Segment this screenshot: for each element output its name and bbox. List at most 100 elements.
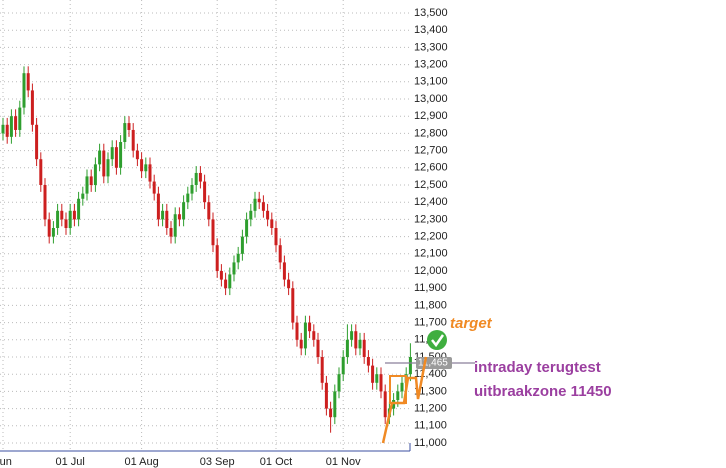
candle-body [165,210,169,228]
annotation: uitbraakzone 11450 [474,383,612,400]
candle-body [232,262,236,275]
y-tick-label: 12,100 [414,248,448,260]
candle-body [329,408,333,418]
candle-body [240,236,244,254]
candle-body [270,219,274,228]
candle-body [245,219,249,237]
candle-body [106,159,110,177]
candle-body [375,374,379,383]
candle-body [110,147,114,160]
y-tick-label: 13,200 [414,59,448,71]
y-tick-label: 12,200 [414,231,448,243]
candle-body [261,202,265,211]
candle-body [303,322,307,349]
y-tick-label: 12,000 [414,265,448,277]
candle-body [282,262,286,280]
y-tick-label: 11,400 [414,368,447,380]
candle-body [320,357,324,383]
candle-body [93,164,97,185]
check-icon [427,330,447,350]
candle-body [68,210,72,228]
candle-body [316,339,320,357]
candle-body [169,228,173,237]
candle-body [354,331,358,349]
y-tick-label: 11,800 [414,299,447,311]
candle-body [5,124,9,137]
breakout-box [389,375,407,404]
candle-body [30,90,34,125]
candle-body [56,210,60,228]
annotation: intraday terugtest [474,359,601,376]
candle-body [366,357,370,366]
candle-body [72,210,76,220]
y-tick-label: 11,000 [414,437,447,449]
candle-body [236,253,240,263]
x-tick-label: 01 Oct [260,456,292,468]
y-tick-label: 12,500 [414,179,448,191]
x-tick-label: Jun [0,456,12,468]
candle-body [194,172,198,185]
candle-body [358,339,362,349]
candle-body [22,73,26,108]
candle-body [173,214,177,237]
y-tick-label: 13,100 [414,76,448,88]
y-tick-label: 12,900 [414,110,448,122]
candle-body [156,193,160,220]
candle-body [1,124,5,134]
x-tick-label: 03 Sep [200,456,235,468]
y-tick-label: 13,300 [414,41,448,53]
candle-body [14,116,18,130]
candle-body [308,322,312,332]
candle-body [408,357,412,375]
y-tick-label: 12,400 [414,196,448,208]
candle-body [333,391,337,418]
candle-body [114,147,118,168]
candle-body [295,322,299,340]
candle-body [177,214,181,220]
candle-body [371,365,375,383]
candle-body [64,219,68,228]
candle-body [102,150,106,177]
y-tick-label: 13,000 [414,93,448,105]
candle-body [119,142,123,168]
candle-body [278,245,282,263]
candle-body [186,193,190,203]
y-tick-label: 11,300 [414,385,447,397]
candle-body [85,176,89,194]
candle-body [274,228,278,246]
candle-body [131,129,135,151]
candle-body [9,116,13,137]
y-tick-label: 13,400 [414,24,448,36]
candle-body [266,210,270,220]
candle-body [379,374,383,392]
candle-body [77,198,81,220]
candle-body [98,150,102,165]
candle-body [215,245,219,271]
overlay: target intraday terugtest uitbraakzone 1… [381,315,612,444]
candle-body [362,339,366,357]
price-tag-label: 11,465 [418,358,448,369]
candle-body [396,391,400,400]
candle-body [392,400,396,409]
candle-body [219,271,223,280]
candle-body [47,219,51,237]
candle-body [253,198,257,211]
candle-body [228,274,232,289]
y-tick-label: 11,700 [414,317,447,329]
candle-body [341,357,345,375]
candle-body [211,219,215,246]
candle-body [81,193,85,199]
candle-body [224,279,228,289]
candle-body [400,382,404,392]
candle-body [287,279,291,289]
candle-body [35,124,39,160]
candle-body [140,159,144,172]
candle-body [299,339,303,349]
candle-body [148,164,152,182]
candle-body [144,164,148,172]
candle-body [198,172,202,182]
candle-body [203,181,207,203]
y-tick-label: 13,500 [414,7,448,19]
candle-body [43,185,47,220]
